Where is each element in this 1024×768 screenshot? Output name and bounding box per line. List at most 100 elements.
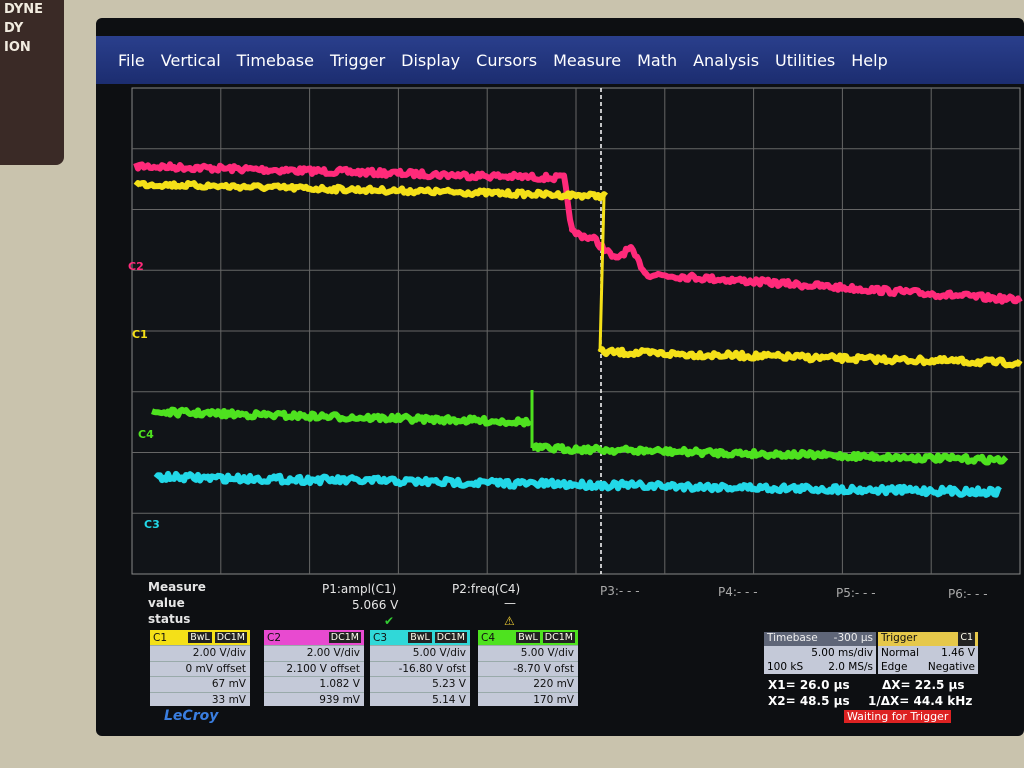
menu-item[interactable]: Measure xyxy=(553,50,622,70)
trigger-slope: Negative xyxy=(927,661,975,673)
trace-c2 xyxy=(133,161,1023,305)
acquisition-status: Waiting for Trigger xyxy=(844,710,952,723)
timebase-samples: 100 kS xyxy=(767,661,804,673)
sticker-text: DY xyxy=(4,21,24,36)
channel-tag: DC1M xyxy=(434,632,467,643)
trace-c4 xyxy=(151,406,533,428)
trigger-mode: Normal xyxy=(881,647,919,659)
timebase-header: Timebase -300 µs xyxy=(764,632,876,646)
param-value: 5.066 V xyxy=(352,598,399,612)
channel-tag: BwL xyxy=(408,632,432,643)
channel-tag: DC1M xyxy=(542,632,575,643)
channel-tag: BwL xyxy=(188,632,212,643)
channel-max: 1.082 V xyxy=(264,676,364,692)
param-value: — xyxy=(504,596,516,610)
menu-item[interactable]: Help xyxy=(851,50,888,70)
channel-max: 5.23 V xyxy=(370,676,470,692)
menu-bar: File Vertical Timebase Trigger Display Cursor… xyxy=(96,36,1024,84)
trace-c1-edge xyxy=(598,195,606,353)
timebase-title: Timebase xyxy=(767,632,818,644)
channel-min: 5.14 V xyxy=(370,691,470,708)
timebase-box: Timebase -300 µs 5.00 ms/div 100 kS 2.0 MS… xyxy=(764,632,876,674)
trace-c1 xyxy=(133,180,609,202)
trace-c3 xyxy=(153,470,1002,498)
timebase-row: 100 kS 2.0 MS/s xyxy=(764,660,876,674)
timebase-row: 5.00 ms/div xyxy=(764,646,876,660)
trigger-title: Trigger xyxy=(881,632,918,644)
menu-item[interactable]: Math xyxy=(637,50,678,70)
status-warn: ⚠ xyxy=(504,614,515,628)
channel-header: C1 BwL DC1M xyxy=(150,630,250,645)
trigger-level: 1.46 V xyxy=(941,647,975,659)
channel-header: C3 BwL DC1M xyxy=(370,630,470,645)
param-empty: P6:- - - xyxy=(948,587,988,601)
trigger-row: Normal 1.46 V xyxy=(878,646,978,660)
timebase-rate: 2.0 MS/s xyxy=(828,661,873,673)
channel-marker: C4 xyxy=(138,428,154,441)
measure-label: status xyxy=(148,612,191,626)
menu-item[interactable]: File xyxy=(118,50,145,70)
channel-min: 939 mV xyxy=(264,691,364,708)
channel-box: C4 BwL DC1M 5.00 V/div -8.70 V ofst 220 mV 170… xyxy=(478,630,578,706)
channel-scale: 2.00 V/div xyxy=(264,645,364,661)
menu-item[interactable]: Timebase xyxy=(236,50,314,70)
trigger-source: C1 xyxy=(958,632,975,646)
channel-offset: -8.70 V ofst xyxy=(478,660,578,677)
menu-item[interactable]: Trigger xyxy=(329,50,386,70)
channel-min: 33 mV xyxy=(150,691,250,708)
menu-item[interactable]: Display xyxy=(401,50,461,70)
channel-name: C3 xyxy=(373,631,388,644)
status-ok: ✔ xyxy=(384,614,395,628)
brand-logo: LeCroy xyxy=(164,708,219,724)
trace-c1 xyxy=(597,346,1023,369)
param-empty: P3:- - - xyxy=(600,584,640,598)
channel-offset: -16.80 V ofst xyxy=(370,660,470,677)
channel-max: 220 mV xyxy=(478,676,578,692)
measure-label: Measure xyxy=(148,580,206,594)
cursor-readout: X2= 48.5 µs xyxy=(768,694,850,708)
channel-marker: C3 xyxy=(144,518,160,531)
channel-max: 67 mV xyxy=(150,676,250,692)
channel-scale: 5.00 V/div xyxy=(478,645,578,661)
cursor-readout: ΔX= 22.5 µs xyxy=(882,678,965,692)
menu-item[interactable]: Vertical xyxy=(160,50,221,70)
sticker-text: ION xyxy=(4,40,31,55)
trigger-header: Trigger C1 xyxy=(878,632,978,646)
channel-tag: DC1M xyxy=(328,632,361,643)
channel-box: C2 DC1M 2.00 V/div 2.100 V offset 1.082 V 939… xyxy=(264,630,364,706)
channel-name: C2 xyxy=(267,631,282,644)
channel-header: C4 BwL DC1M xyxy=(478,630,578,645)
trace-c4 xyxy=(531,442,1009,466)
param-empty: P5:- - - xyxy=(836,586,876,600)
trigger-box: Trigger C1 Normal 1.46 V Edge Negative xyxy=(878,632,978,674)
channel-offset: 2.100 V offset xyxy=(264,660,364,677)
menu-item[interactable]: Analysis xyxy=(693,50,760,70)
param-name: P1:ampl(C1) xyxy=(322,582,397,596)
channel-tag: DC1M xyxy=(214,632,247,643)
menu-item[interactable]: Cursors xyxy=(476,50,538,70)
trigger-type: Edge xyxy=(881,661,908,673)
channel-name: C4 xyxy=(481,631,496,644)
trigger-row: Edge Negative xyxy=(878,660,978,674)
channel-scale: 5.00 V/div xyxy=(370,645,470,661)
menu-item[interactable]: Utilities xyxy=(775,50,836,70)
sticker: DYNE DY ION xyxy=(0,0,64,165)
channel-box: C3 BwL DC1M 5.00 V/div -16.80 V ofst 5.23 V 5.… xyxy=(370,630,470,706)
measure-label: value xyxy=(148,596,185,610)
screen: C2 C1 C4 C3 File Vertical Timebase Trigger Disp… xyxy=(96,18,1024,736)
scope-display: C2 C1 C4 C3 xyxy=(128,87,1023,575)
channel-marker: C2 xyxy=(128,260,144,273)
channel-scale: 2.00 V/div xyxy=(150,645,250,661)
channel-marker: C1 xyxy=(132,328,148,341)
timebase-delay: -300 µs xyxy=(833,632,873,644)
channel-offset: 0 mV offset xyxy=(150,660,250,677)
sticker-text: DYNE xyxy=(4,2,44,17)
timebase-scale: 5.00 ms/div xyxy=(811,647,873,659)
channel-min: 170 mV xyxy=(478,691,578,708)
cursor-readout: X1= 26.0 µs xyxy=(768,678,850,692)
channel-name: C1 xyxy=(153,631,168,644)
channel-header: C2 DC1M xyxy=(264,630,364,645)
channel-tag: BwL xyxy=(516,632,540,643)
